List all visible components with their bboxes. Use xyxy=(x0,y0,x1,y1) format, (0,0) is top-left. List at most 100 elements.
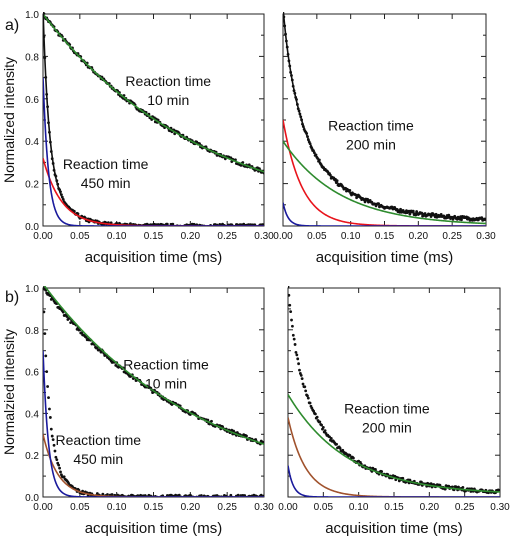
x-tick-label: 0.30 xyxy=(476,231,496,242)
data-point xyxy=(225,226,228,229)
series-line-2 xyxy=(283,12,486,221)
data-point xyxy=(295,353,299,357)
data-point xyxy=(80,331,84,335)
x-tick-label: 0.20 xyxy=(409,231,429,242)
x-tick-label: 0.05 xyxy=(70,502,90,513)
data-point xyxy=(291,324,294,328)
data-point xyxy=(123,497,126,500)
data-point xyxy=(338,446,342,450)
series-line-4 xyxy=(288,465,500,497)
data-point xyxy=(292,337,296,341)
data-point xyxy=(233,497,236,500)
annotation-text: Reaction time xyxy=(344,400,430,416)
series-line-4 xyxy=(283,140,486,225)
x-tick-label: 0.05 xyxy=(70,231,90,242)
data-point xyxy=(221,497,224,500)
annotation-text: Reaction time xyxy=(328,118,414,134)
data-point xyxy=(329,436,333,440)
y-tick-label: 1.0 xyxy=(25,10,39,21)
x-tick-label: 0.10 xyxy=(349,502,369,513)
data-point xyxy=(174,226,177,229)
data-point xyxy=(153,497,156,500)
x-tick-label: 0.25 xyxy=(442,231,462,242)
data-point xyxy=(220,226,223,229)
data-point xyxy=(282,7,285,10)
data-point xyxy=(84,336,88,339)
data-point xyxy=(245,434,248,438)
data-point xyxy=(304,389,308,393)
plot-area xyxy=(282,7,486,226)
annotation-text: Reaction time xyxy=(55,432,141,448)
chart-panel-2: 0.00 0.05 0.10 0.15 0.20 0.25 0.30 acquisition … xyxy=(273,7,496,266)
data-point xyxy=(299,374,303,377)
y-tick-label: 0.8 xyxy=(25,52,39,63)
x-tick-label: 0.00 xyxy=(33,231,53,242)
x-tick-label: 0.15 xyxy=(375,231,395,242)
data-point xyxy=(294,351,298,354)
data-point xyxy=(52,443,56,447)
x-tick-label: 0.25 xyxy=(217,502,237,513)
data-point xyxy=(167,226,170,229)
data-point xyxy=(318,420,322,424)
data-point xyxy=(62,475,66,479)
x-tick-label: 0.10 xyxy=(341,231,361,242)
panel-label: b) xyxy=(5,289,19,306)
data-point xyxy=(301,382,305,386)
data-point xyxy=(46,385,49,388)
x-tick-label: 0.30 xyxy=(490,502,510,513)
data-point xyxy=(129,497,132,500)
data-point xyxy=(321,426,325,429)
y-tick-label: 0.6 xyxy=(25,95,39,106)
series-line-2 xyxy=(43,13,264,173)
data-point xyxy=(211,226,214,229)
data-point xyxy=(50,434,54,438)
data-point xyxy=(106,493,109,496)
y-tick-label: 0.4 xyxy=(25,137,39,148)
x-tick-label: 0.00 xyxy=(273,231,293,242)
data-point xyxy=(232,429,236,433)
annotation-text: Reaction time xyxy=(123,357,209,373)
x-axis-label: acquisition time (ms) xyxy=(85,520,223,537)
y-tick-label: 0.6 xyxy=(25,368,39,379)
y-tick-label: 0.2 xyxy=(25,451,39,462)
data-point xyxy=(155,497,158,500)
data-point xyxy=(109,221,113,225)
x-tick-label: 0.15 xyxy=(384,502,404,513)
data-point xyxy=(55,458,59,462)
y-tick-label: 1.0 xyxy=(25,284,39,295)
data-point xyxy=(308,401,312,405)
annotation-text: Reaction time xyxy=(63,156,149,172)
data-point xyxy=(43,332,47,335)
annotation-text: 10 min xyxy=(145,376,187,392)
data-point xyxy=(401,476,405,480)
x-tick-label: 0.00 xyxy=(278,502,298,513)
data-point xyxy=(320,423,323,427)
annotation-text: 450 min xyxy=(81,175,131,191)
data-point xyxy=(43,310,46,314)
data-point xyxy=(315,415,319,419)
data-point xyxy=(288,293,291,297)
series-line-2 xyxy=(43,286,264,445)
chart-panel-1: 0.00 0.05 0.10 0.15 0.20 0.25 0.30 0.0 0.2 0.4 0.6… xyxy=(1,10,274,266)
x-axis-label: acquisition time (ms) xyxy=(325,520,463,537)
data-point xyxy=(419,480,423,484)
data-point xyxy=(303,385,307,389)
x-tick-label: 0.25 xyxy=(455,502,475,513)
annotation-text: 10 min xyxy=(147,92,189,108)
data-point xyxy=(411,209,415,213)
data-point xyxy=(297,362,300,366)
data-point xyxy=(288,303,292,307)
data-point xyxy=(460,218,463,222)
data-point xyxy=(44,354,48,358)
data-point xyxy=(171,222,175,226)
data-point xyxy=(348,453,352,457)
data-point xyxy=(293,343,297,346)
data-point xyxy=(45,370,49,374)
data-point xyxy=(110,493,114,496)
data-point xyxy=(181,226,184,229)
data-point xyxy=(53,449,57,453)
y-axis-label: Normalzied intensity xyxy=(1,329,17,455)
data-point xyxy=(51,438,55,442)
data-point xyxy=(197,226,200,229)
